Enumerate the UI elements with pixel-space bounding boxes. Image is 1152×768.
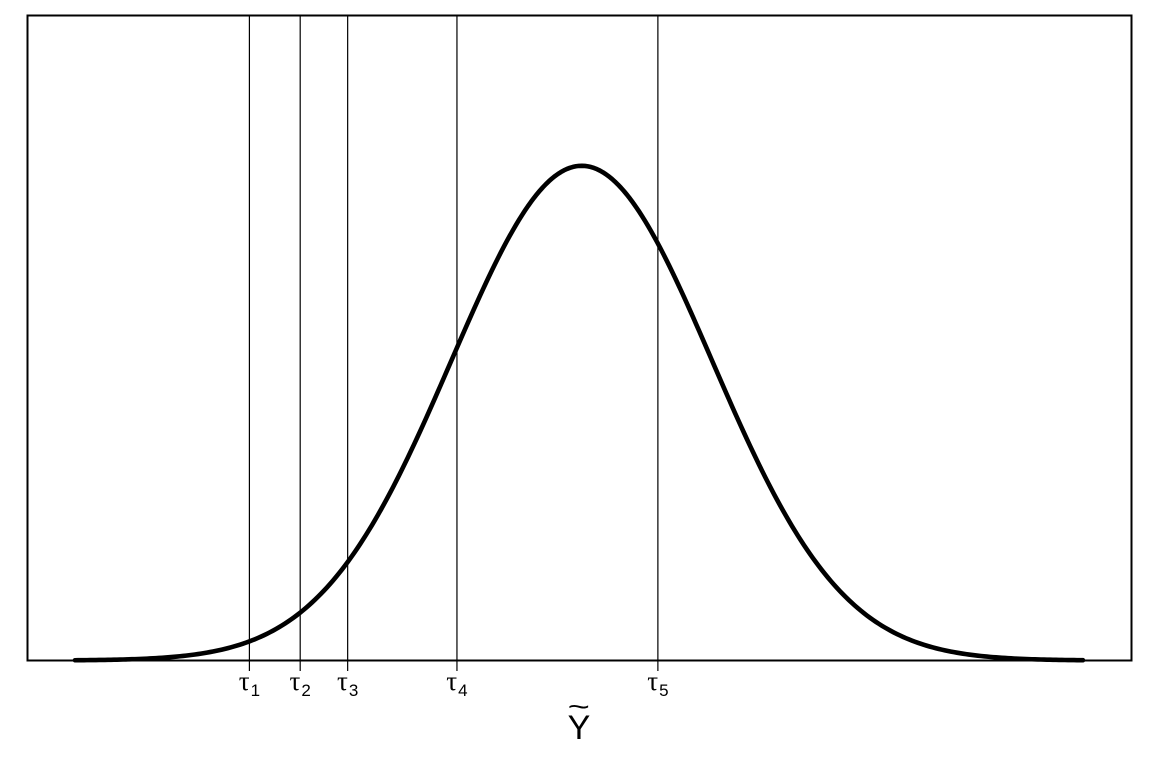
plot-frame [26, 14, 1133, 662]
tilde-accent: ~ [567, 691, 591, 722]
tau-glyph: τ [289, 666, 301, 696]
tick-label-tau5: τ5 [647, 666, 669, 700]
x-axis-label: ~ Y [567, 691, 591, 747]
tau-glyph: τ [238, 666, 250, 696]
density-curve [72, 163, 1086, 663]
tau-glyph: τ [336, 666, 348, 696]
tau-glyph: τ [647, 666, 659, 696]
tau-subscript: 2 [301, 681, 311, 700]
tick-label-tau1: τ1 [238, 666, 261, 700]
tick-label-tau4: τ4 [446, 666, 468, 700]
x-axis-label-letter: Y [567, 709, 591, 747]
tau-subscript: 1 [250, 681, 261, 700]
tau-subscript: 3 [348, 681, 359, 700]
tick-label-tau3: τ3 [336, 666, 359, 700]
tau-glyph: τ [446, 666, 458, 696]
tick-label-tau2: τ2 [289, 666, 311, 700]
tau-subscript: 5 [659, 681, 669, 700]
tau-subscript: 4 [458, 681, 468, 700]
